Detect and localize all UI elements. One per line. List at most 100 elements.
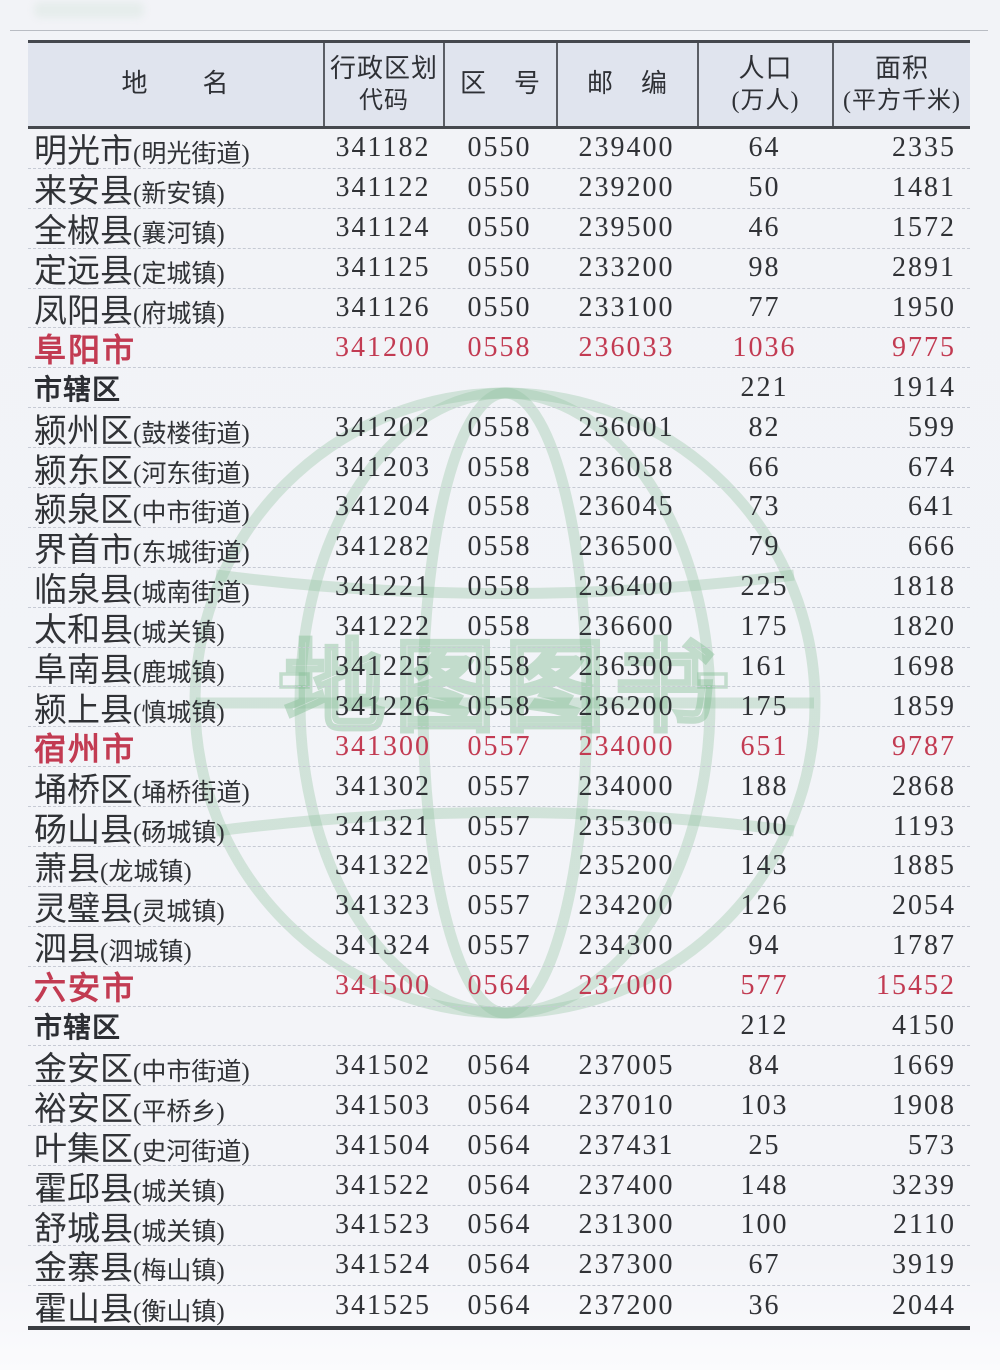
place-seat: (鼓楼街道)	[133, 420, 250, 448]
place-name-cell: 泗县(泗城镇)	[28, 922, 323, 970]
division-code: 341126	[335, 292, 431, 323]
population: 79	[748, 531, 781, 563]
place-seat: (史河街道)	[133, 1138, 250, 1166]
postal-code: 239500	[578, 212, 675, 244]
population: 46	[748, 212, 781, 244]
place-seat: (襄河镇)	[133, 221, 225, 249]
population: 651	[740, 730, 789, 762]
area-code: 0564	[467, 1249, 532, 1281]
population: 143	[740, 850, 789, 882]
place-seat: (新安镇)	[133, 181, 225, 209]
table-row: 霍邱县(城关镇) 341522 0564 237400 148 3239	[28, 1166, 970, 1208]
place-name-cell: 颍州区(鼓楼街道)	[28, 404, 323, 452]
place-name: 来安县	[34, 174, 133, 211]
table-row: 阜阳市 341200 0558 236033 1036 9775	[28, 328, 970, 369]
postal-code: 231300	[578, 1209, 675, 1241]
place-name-cell: 明光市(明光街道)	[28, 124, 323, 172]
area-code: 0557	[467, 810, 532, 842]
postal-code: 237431	[578, 1129, 675, 1161]
population: 188	[740, 770, 789, 802]
land-area: 1820	[892, 611, 956, 643]
postal-code: 237300	[578, 1249, 675, 1281]
place-name: 裕安区	[34, 1091, 133, 1128]
place-seat: (明光街道)	[133, 141, 250, 169]
place-name-cell: 临泉县(城南街道)	[28, 563, 323, 611]
population: 84	[748, 1049, 781, 1081]
area-code: 0564	[467, 1169, 532, 1201]
population: 175	[740, 611, 789, 643]
land-area: 2868	[892, 770, 956, 802]
land-area: 1698	[892, 651, 956, 683]
area-code: 0564	[467, 1049, 532, 1081]
population: 221	[740, 371, 789, 403]
header-division-code: 行政区划 代码	[323, 43, 443, 126]
land-area: 1908	[892, 1089, 956, 1121]
place-seat: (灵城镇)	[133, 899, 225, 927]
postal-code: 239400	[578, 132, 675, 164]
place-name: 全椒县	[34, 214, 133, 251]
table-row: 裕安区(平桥乡) 341503 0564 237010 103 1908	[28, 1086, 970, 1128]
postal-code: 236045	[578, 491, 675, 523]
division-code: 341200	[335, 331, 431, 363]
place-seat: (龙城镇)	[100, 859, 192, 887]
header-population: 人口 (万人)	[697, 43, 832, 126]
table-row: 六安市 341500 0564 237000 577 15452	[28, 967, 970, 1007]
division-code: 341203	[335, 451, 431, 483]
land-area: 2110	[893, 1209, 956, 1241]
area-code: 0558	[467, 531, 532, 563]
place-seat: (衡山镇)	[133, 1298, 225, 1326]
land-area: 1859	[892, 690, 956, 722]
place-seat: (泗城镇)	[100, 939, 192, 967]
place-name-cell: 阜南县(鹿城镇)	[28, 643, 323, 691]
division-code: 341504	[335, 1129, 431, 1161]
place-name: 界首市	[34, 533, 133, 570]
area-code: 0550	[467, 252, 532, 284]
place-name: 市辖区	[34, 373, 122, 405]
population: 66	[748, 451, 781, 483]
postal-code: 236600	[578, 611, 675, 643]
table-row: 阜南县(鹿城镇) 341225 0558 236300 161 1698	[28, 648, 970, 689]
division-code: 341202	[335, 411, 431, 443]
place-name: 舒城县	[34, 1211, 133, 1248]
table-row: 界首市(东城街道) 341282 0558 236500 79 666	[28, 528, 970, 570]
population: 50	[748, 172, 781, 204]
area-code: 0558	[467, 411, 532, 443]
postal-code: 237005	[578, 1049, 675, 1081]
land-area: 3239	[892, 1169, 956, 1201]
place-name: 霍山县	[34, 1291, 133, 1328]
place-seat: (砀城镇)	[133, 819, 225, 847]
place-name: 颍州区	[34, 413, 133, 450]
place-seat: (梅山镇)	[133, 1258, 225, 1286]
table-row: 砀山县(砀城镇) 341321 0557 235300 100 1193	[28, 807, 970, 849]
population: 148	[740, 1169, 789, 1201]
division-code: 341222	[335, 611, 431, 643]
division-code: 341500	[335, 970, 431, 1002]
population: 25	[748, 1129, 781, 1161]
table-row: 叶集区(史河街道) 341504 0564 237431 25 573	[28, 1126, 970, 1168]
population: 82	[748, 411, 781, 443]
place-name-cell: 市辖区	[28, 368, 323, 408]
area-code: 0550	[467, 212, 532, 244]
land-area: 2891	[892, 252, 956, 284]
table-row: 金寨县(梅山镇) 341524 0564 237300 67 3919	[28, 1246, 970, 1287]
area-code: 0564	[467, 1129, 532, 1161]
place-name-cell: 宿州市	[28, 724, 323, 770]
area-code: 0557	[467, 930, 532, 962]
division-code: 341524	[335, 1249, 431, 1281]
place-seat: (东城街道)	[133, 540, 250, 568]
area-code: 0558	[467, 331, 532, 363]
land-area: 1787	[892, 930, 956, 962]
postal-code: 234000	[578, 770, 675, 802]
postal-code: 236300	[578, 651, 675, 683]
land-area: 1193	[893, 810, 956, 842]
postal-code: 237400	[578, 1169, 675, 1201]
place-seat: (定城镇)	[133, 261, 225, 289]
place-name: 叶集区	[34, 1131, 133, 1168]
area-code: 0558	[467, 611, 532, 643]
population: 94	[748, 930, 781, 962]
place-name: 灵璧县	[34, 892, 133, 929]
place-name: 太和县	[34, 613, 133, 650]
land-area: 1818	[892, 571, 956, 603]
land-area: 1481	[892, 172, 956, 204]
scan-artifact	[34, 2, 144, 18]
